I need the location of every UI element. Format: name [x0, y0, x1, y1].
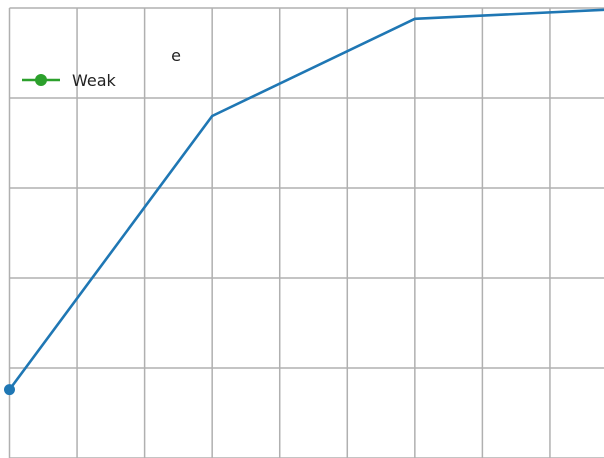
series-layer: [4, 8, 604, 396]
legend-marker-weak: [35, 74, 47, 86]
grid: [8, 7, 604, 458]
series-line-0: [8, 8, 604, 391]
legend: Weak: [22, 71, 117, 90]
legend-label-weak: Weak: [72, 71, 117, 90]
chart-title: e: [171, 46, 181, 65]
series-point-0-0: [4, 384, 15, 396]
